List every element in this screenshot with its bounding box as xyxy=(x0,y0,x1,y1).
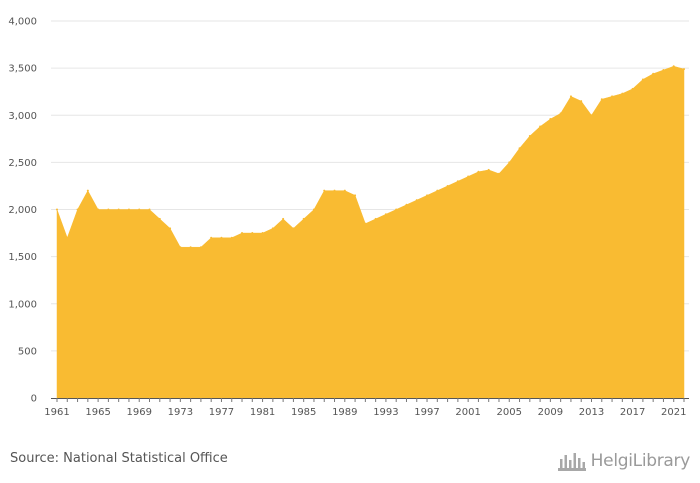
data-point xyxy=(354,194,357,197)
data-point xyxy=(86,189,89,192)
x-tick-label: 2021 xyxy=(661,407,686,418)
data-point xyxy=(467,175,470,178)
x-tick-label: 2005 xyxy=(497,407,522,418)
y-tick-label: 3,500 xyxy=(8,64,37,75)
chart-footer: Source: National Statistical Office Helg… xyxy=(0,440,700,483)
data-point xyxy=(333,189,336,192)
data-point xyxy=(652,72,655,75)
area-chart: 05001,0001,5002,0002,5003,0003,5004,000 … xyxy=(8,17,689,418)
y-tick-label: 2,500 xyxy=(8,158,37,169)
data-point xyxy=(66,236,69,239)
data-point xyxy=(549,118,552,121)
data-point xyxy=(683,68,685,71)
data-point xyxy=(662,69,665,72)
y-tick-label: 2,000 xyxy=(8,205,37,216)
y-tick-label: 500 xyxy=(18,346,37,357)
data-point xyxy=(323,189,326,192)
x-tick-label: 2013 xyxy=(579,407,604,418)
data-point xyxy=(220,236,223,239)
data-point xyxy=(343,189,346,192)
y-tick-label: 1,000 xyxy=(8,299,37,310)
data-point xyxy=(508,161,511,164)
x-tick-label: 1985 xyxy=(291,407,316,418)
x-tick-label: 1993 xyxy=(373,407,398,418)
x-tick-label: 1973 xyxy=(168,407,193,418)
data-point xyxy=(415,199,418,202)
y-tick-label: 1,500 xyxy=(8,252,37,263)
data-point xyxy=(148,208,151,211)
y-tick-label: 3,000 xyxy=(8,111,37,122)
data-point xyxy=(611,95,614,98)
data-point xyxy=(641,78,644,81)
y-tick-label: 0 xyxy=(31,394,37,405)
data-point xyxy=(446,184,449,187)
helgilibrary-logo: HelgiLibrary xyxy=(557,448,690,474)
data-point xyxy=(374,217,377,220)
source-note: Source: National Statistical Office xyxy=(10,451,228,466)
data-point xyxy=(241,232,244,235)
data-point xyxy=(271,227,274,230)
y-tick-label: 4,000 xyxy=(8,17,37,28)
data-point xyxy=(477,170,480,173)
data-point xyxy=(621,92,624,95)
data-point xyxy=(631,87,634,90)
data-point xyxy=(559,112,562,115)
x-tick-label: 1989 xyxy=(332,407,357,418)
data-point xyxy=(158,217,161,220)
x-tick-label: 2009 xyxy=(538,407,563,418)
data-point xyxy=(169,227,172,230)
data-point xyxy=(199,246,202,249)
data-point xyxy=(230,236,233,239)
data-point xyxy=(395,208,398,211)
data-point xyxy=(569,95,572,98)
area-path xyxy=(56,65,685,399)
logo-text: HelgiLibrary xyxy=(590,451,691,471)
x-axis: 1961 1965 1969 1973 1977 1981 1985 1989 1993 1997… xyxy=(44,398,689,418)
x-tick-label: 1977 xyxy=(209,407,234,418)
data-point xyxy=(76,208,79,211)
data-point xyxy=(302,217,305,220)
data-point xyxy=(56,208,58,211)
data-point xyxy=(138,208,141,211)
data-point xyxy=(539,125,542,128)
data-point xyxy=(487,168,490,171)
data-point xyxy=(405,203,408,206)
data-point xyxy=(210,236,213,239)
library-building-icon xyxy=(557,453,586,471)
data-point xyxy=(497,172,500,175)
data-point xyxy=(292,227,295,230)
y-axis-tick-labels: 0 500 1,000 1,500 2,000 2,500 3,000 3,500 4,000 xyxy=(8,17,37,405)
x-tick-label: 1981 xyxy=(250,407,275,418)
x-tick-label: 2001 xyxy=(455,407,480,418)
data-point xyxy=(179,246,182,249)
data-point xyxy=(426,194,429,197)
data-point xyxy=(456,180,459,183)
x-tick-label: 1965 xyxy=(85,407,110,418)
data-point xyxy=(528,134,531,137)
data-point xyxy=(117,208,120,211)
x-tick-label: 1997 xyxy=(414,407,439,418)
data-point xyxy=(672,65,675,68)
data-point xyxy=(600,98,603,101)
data-point xyxy=(282,217,285,220)
data-point xyxy=(107,208,110,211)
data-point xyxy=(261,232,264,235)
area-series xyxy=(56,65,685,399)
data-point xyxy=(312,208,315,211)
data-point xyxy=(189,246,192,249)
x-tick-label: 2017 xyxy=(620,407,645,418)
data-point xyxy=(580,100,583,103)
data-point xyxy=(518,147,521,150)
data-point xyxy=(127,208,130,211)
data-point xyxy=(97,208,100,211)
data-point xyxy=(251,232,254,235)
x-tick-label: 1961 xyxy=(44,407,69,418)
data-point xyxy=(364,222,367,225)
data-point xyxy=(590,114,593,117)
data-point xyxy=(384,213,387,216)
data-point xyxy=(436,189,439,192)
x-tick-label: 1969 xyxy=(127,407,152,418)
